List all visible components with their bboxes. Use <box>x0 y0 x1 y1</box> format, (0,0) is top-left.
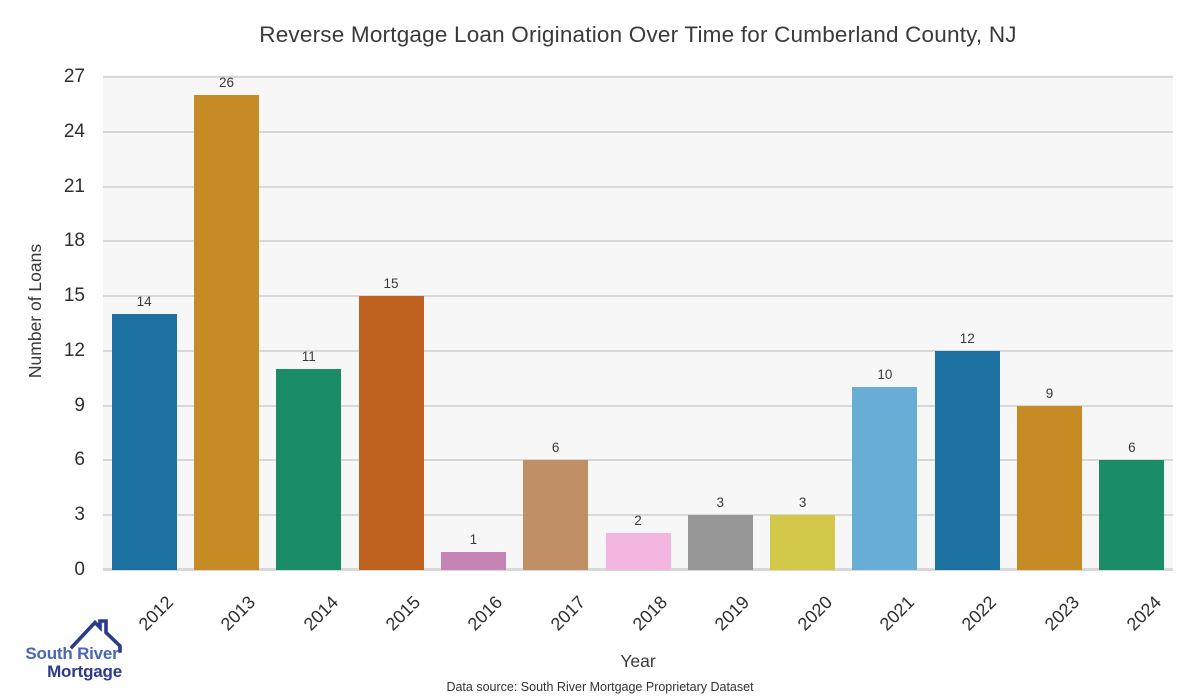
bar-2018 <box>605 533 671 570</box>
south-river-mortgage-logo: South River Mortgage <box>14 610 134 690</box>
gridline-y-27 <box>103 76 1173 78</box>
bar-value-label-2021: 10 <box>877 366 893 382</box>
bar-value-label-2012: 14 <box>136 293 152 309</box>
y-tick-21: 21 <box>63 175 85 197</box>
y-tick-12: 12 <box>63 339 85 361</box>
y-tick-27: 27 <box>63 66 85 87</box>
bar-2023 <box>1017 406 1083 570</box>
x-axis-label: Year <box>620 651 656 671</box>
y-tick-0: 0 <box>74 559 85 580</box>
bar-2015 <box>358 296 424 570</box>
y-tick-3: 3 <box>74 504 85 526</box>
bar-value-label-2015: 15 <box>383 275 399 291</box>
bar-2016 <box>440 552 506 570</box>
bar-value-label-2019: 3 <box>716 494 725 510</box>
bar-value-label-2022: 12 <box>959 330 975 346</box>
bar-2021 <box>852 387 918 570</box>
logo-text-line2: Mortgage <box>47 662 122 681</box>
data-source-note: Data source: South River Mortgage Propri… <box>446 680 754 694</box>
bar-value-label-2020: 3 <box>798 494 807 510</box>
gridline-y-6 <box>103 459 1173 462</box>
gridline-y-3 <box>103 514 1173 517</box>
bar-value-label-2023: 9 <box>1045 385 1054 401</box>
bar-2013 <box>193 95 259 570</box>
bar-value-label-2016: 1 <box>469 531 478 547</box>
house-roof-icon <box>70 619 122 653</box>
y-tick-6: 6 <box>74 449 85 471</box>
y-tick-24: 24 <box>63 120 85 142</box>
gridline-y-18 <box>103 240 1173 243</box>
plot-area: 14 26 11 15 1 6 2 3 3 10 12 9 6 <box>103 74 1173 571</box>
gridline-y-12 <box>103 349 1173 352</box>
bar-2020 <box>770 515 836 570</box>
gridline-y-9 <box>103 404 1173 407</box>
bar-value-label-2018: 2 <box>634 512 642 528</box>
y-axis-label: Number of Loans <box>25 243 45 379</box>
bar-2012 <box>111 314 177 570</box>
bar-value-label-2017: 6 <box>551 439 560 455</box>
bar-2017 <box>523 460 589 570</box>
bar-2019 <box>687 515 753 570</box>
bar-value-label-2014: 11 <box>301 348 316 364</box>
y-tick-9: 9 <box>74 394 85 416</box>
bar-value-label-2013: 26 <box>218 74 234 90</box>
gridline-y-24 <box>103 130 1173 133</box>
gridline-y-21 <box>103 185 1173 188</box>
bar-2022 <box>934 351 1000 570</box>
chart-title: Reverse Mortgage Loan Origination Over T… <box>259 22 1017 47</box>
bar-2014 <box>276 369 342 570</box>
y-tick-18: 18 <box>63 230 85 252</box>
bar-value-label-2024: 6 <box>1128 439 1136 455</box>
y-tick-15: 15 <box>63 285 85 307</box>
gridline-y-15 <box>103 295 1173 298</box>
bar-2024 <box>1099 460 1165 570</box>
logo-text-line1: South River <box>25 644 119 663</box>
